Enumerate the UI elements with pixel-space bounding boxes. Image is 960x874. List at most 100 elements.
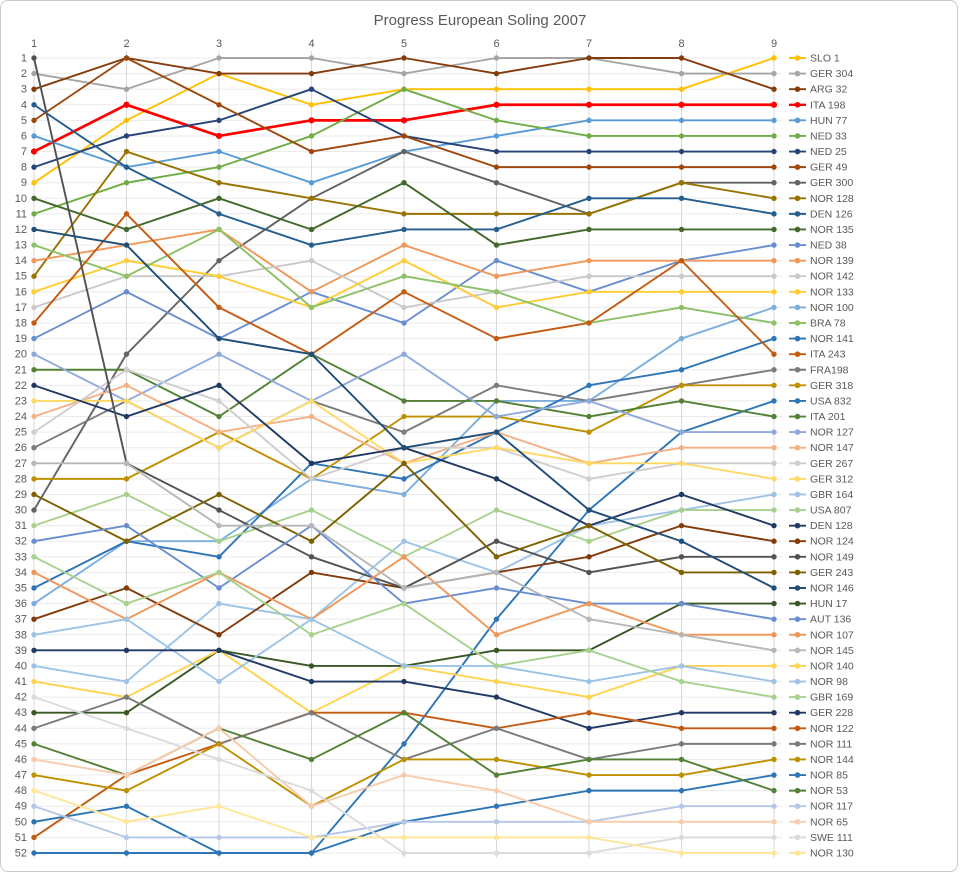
series-marker-NED-25 [216, 117, 222, 124]
legend-label: NOR 144 [810, 754, 854, 766]
series-marker-GER-267 [216, 398, 222, 404]
legend-marker-dot [794, 600, 801, 607]
series-marker-NOR-127 [216, 351, 222, 357]
legend-marker-dot [794, 460, 801, 467]
legend-label: AUT 136 [810, 614, 851, 626]
legend-label: NOR 100 [810, 302, 854, 314]
legend-item-NOR-111: NOR 111 [789, 738, 852, 750]
series-marker-NOR-130 [123, 819, 130, 825]
series-marker-ITA-198 [770, 101, 778, 108]
series-marker-NOR-145 [401, 585, 407, 591]
legend-marker-dot [794, 834, 801, 841]
series-marker-ARG-32 [308, 70, 315, 77]
series-marker-DEN-126 [678, 195, 685, 201]
series-marker-SLO-1 [31, 180, 37, 186]
series-marker-NED-33 [586, 133, 592, 139]
series-marker-GER-312 [586, 460, 592, 466]
legend-item-NOR-65: NOR 65 [789, 816, 848, 828]
legend-marker-dot [794, 366, 801, 373]
legend-item-GER-318: GER 318 [789, 380, 853, 392]
y-tick-label: 23 [15, 395, 27, 407]
series-marker-NOR-85 [216, 850, 222, 856]
series-marker-AUT-136 [123, 522, 130, 529]
series-marker-BRA-78 [308, 304, 315, 311]
legend-label: NOR 65 [810, 816, 848, 828]
series-marker-GER-228 [31, 647, 37, 654]
legend-label: NOR 53 [810, 785, 848, 797]
series-marker-NOR-146 [586, 507, 592, 513]
series-marker-NOR-146 [31, 226, 37, 233]
legend-label: BRA 78 [810, 317, 846, 329]
series-marker-DEN-126 [401, 226, 407, 233]
series-marker-NOR-65 [678, 819, 685, 825]
series-marker-NOR-130 [216, 803, 222, 809]
series-marker-NOR-124 [31, 616, 37, 622]
legend-marker-dot [794, 86, 801, 92]
legend-marker-dot [794, 133, 801, 139]
series-marker-NOR-130 [401, 834, 407, 841]
y-tick-label: 18 [15, 317, 27, 329]
y-tick-label: 17 [15, 302, 27, 314]
series-marker-NOR-111 [31, 725, 37, 731]
series-marker-NOR-142 [586, 273, 592, 279]
legend-marker-dot [794, 55, 801, 61]
legend-label: NOR 107 [810, 629, 854, 641]
series-marker-NOR-145 [123, 460, 130, 466]
legend-item-NOR-142: NOR 142 [789, 271, 854, 283]
series-marker-NOR-147 [771, 445, 777, 451]
series-marker-GER-49 [401, 133, 407, 139]
series-marker-USA-832 [771, 398, 777, 404]
legend-item-ARG-32: ARG 32 [789, 84, 848, 96]
legend-item-GER-49: GER 49 [789, 162, 848, 174]
series-marker-NOR-117 [678, 803, 685, 809]
series-lines [30, 55, 778, 856]
legend-label: NOR 128 [810, 193, 854, 205]
legend-item-NED-38: NED 38 [789, 240, 847, 252]
series-marker-GER-267 [771, 460, 777, 466]
legend-item-NOR-147: NOR 147 [789, 442, 854, 454]
series-marker-DEN-128 [308, 460, 315, 466]
series-marker-DEN-126 [308, 242, 315, 248]
series-marker-GER-312 [493, 445, 500, 451]
series-marker-ITA-201 [678, 398, 685, 404]
legend-marker-dot [794, 304, 801, 311]
series-marker-SWE-111 [401, 850, 407, 856]
series-marker-NOR-149 [493, 538, 500, 544]
series-marker-NOR-146 [771, 585, 777, 591]
series-marker-NOR-128 [678, 180, 685, 186]
y-tick-label: 31 [15, 520, 27, 532]
series-marker-SWE-111 [771, 834, 777, 841]
y-tick-label: 10 [15, 193, 27, 205]
legend-item-NOR-144: NOR 144 [789, 754, 854, 766]
series-marker-NOR-145 [308, 522, 315, 529]
series-marker-AUT-136 [31, 538, 37, 544]
series-marker-SLO-1 [771, 55, 777, 61]
series-marker-NOR-130 [771, 850, 777, 856]
legend-item-GBR-164: GBR 164 [789, 489, 853, 501]
series-marker-NED-33 [308, 133, 315, 139]
series-marker-NOR-133 [586, 289, 592, 295]
legend-item-NOR-100: NOR 100 [789, 302, 854, 314]
series-marker-ITA-201 [493, 398, 500, 404]
series-marker-NED-33 [678, 133, 685, 139]
y-tick-label: 19 [15, 333, 27, 345]
legend-label: NOR 139 [810, 255, 854, 267]
series-marker-NOR-53 [493, 772, 500, 778]
series-marker-ARG-32 [31, 86, 37, 92]
legend-marker-dot [794, 273, 801, 280]
series-marker-USA-832 [401, 741, 407, 747]
y-tick-label: 32 [15, 536, 27, 548]
legend-item-NOR-127: NOR 127 [789, 427, 854, 439]
series-marker-NOR-98 [771, 678, 777, 685]
series-marker-GBR-169 [31, 554, 37, 560]
series-marker-NOR-149 [308, 554, 315, 560]
x-tick-label: 8 [678, 38, 684, 50]
y-tick-label: 5 [21, 115, 27, 127]
series-marker-NOR-100 [771, 304, 777, 311]
legend-item-ITA-201: ITA 201 [789, 411, 846, 423]
series-marker-NOR-53 [401, 709, 407, 716]
series-marker-ITA-243 [493, 335, 500, 342]
series-marker-GER-312 [771, 476, 777, 482]
legend-label: GER 312 [810, 473, 853, 485]
legend-marker-dot [794, 741, 801, 747]
